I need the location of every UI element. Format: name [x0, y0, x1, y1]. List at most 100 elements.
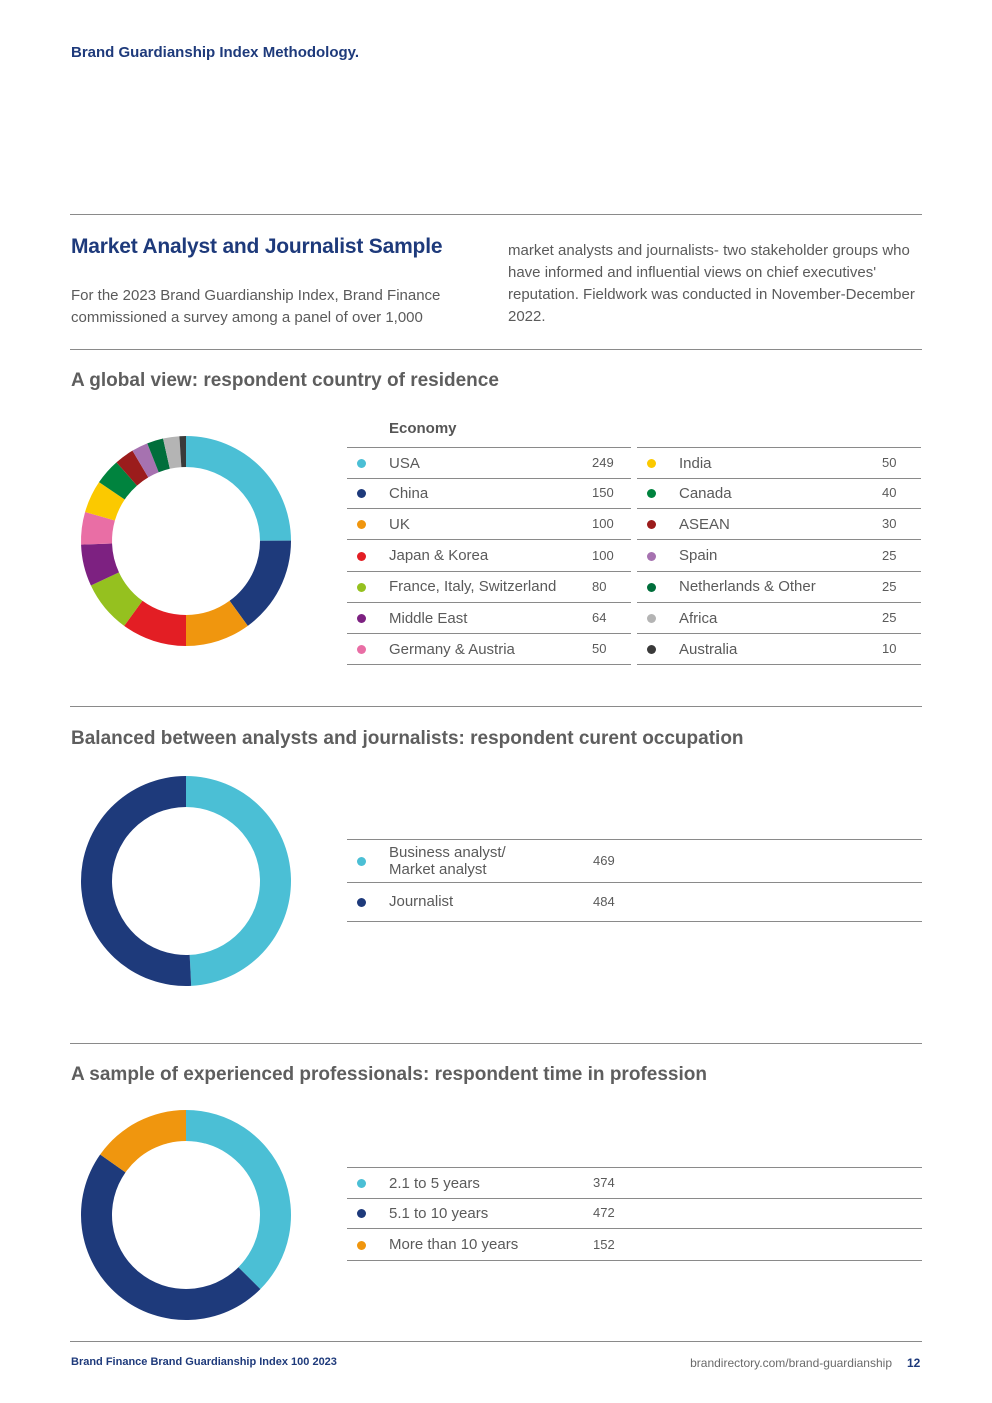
row-label: Middle East: [389, 609, 468, 627]
slice-5-1-to-10-years: [80, 1154, 261, 1320]
table-row: Canada 40: [637, 478, 921, 510]
row-value: 40: [882, 485, 897, 501]
footer-publication: Brand Finance Brand Guardianship Index 1…: [71, 1356, 337, 1368]
legend-dot: [357, 489, 366, 499]
legend-dot: [357, 614, 366, 623]
slice-asean: [116, 450, 149, 486]
divider: [70, 1043, 922, 1044]
slice-uk: [186, 600, 248, 646]
table-row: Journalist 484: [347, 882, 922, 922]
row-label: France, Italy, Switzerland: [389, 578, 557, 596]
row-value: 150: [592, 485, 614, 501]
legend-dot: [647, 459, 656, 468]
legend-dot: [357, 551, 366, 561]
slice-africa: [163, 436, 182, 469]
legend-dot: [357, 459, 366, 468]
donut-chart-occupation: [80, 776, 291, 986]
table-header-economy: Economy: [389, 420, 457, 437]
row-value: 484: [593, 893, 615, 909]
row-label: Germany & Austria: [389, 640, 515, 658]
table-row: Netherlands & Other 25: [637, 572, 921, 603]
row-value: 50: [592, 641, 607, 657]
divider: [70, 349, 922, 350]
slice-journalist: [80, 776, 192, 986]
chart-title-profession: A sample of experienced professionals: r…: [71, 1064, 707, 1085]
table-row: 2.1 to 5 years 374: [347, 1167, 922, 1199]
row-value: 10: [882, 641, 897, 657]
row-label: UK: [389, 515, 410, 533]
slice-france-italy-switzerland: [90, 572, 143, 626]
legend-dot: [647, 582, 656, 592]
slice-middle-east: [81, 543, 119, 586]
intro-text-left: For the 2023 Brand Guardianship Index, B…: [71, 287, 441, 326]
legend-dot: [647, 645, 656, 655]
slice-business-analyst-market-analyst: [186, 776, 291, 986]
row-value: 25: [882, 578, 897, 594]
row-label: Netherlands & Other: [679, 578, 816, 596]
row-value: 30: [882, 516, 897, 532]
table-row: ASEAN 30: [637, 509, 921, 541]
table-row: France, Italy, Switzerland 80: [347, 572, 631, 603]
row-label: Canada: [679, 484, 732, 502]
legend-dot: [357, 645, 366, 655]
table-row: UK 100: [347, 509, 631, 541]
table-row: More than 10 years 152: [347, 1230, 922, 1261]
table-row: 5.1 to 10 years 472: [347, 1198, 922, 1230]
table-row: Germany & Austria 50: [347, 634, 631, 666]
slice-australia: [179, 436, 186, 468]
slice-china: [229, 540, 291, 626]
row-value: 100: [592, 516, 614, 532]
row-value: 25: [882, 610, 897, 625]
chart-title-country: A global view: respondent country of res…: [71, 370, 499, 391]
slice-canada: [99, 462, 137, 500]
legend-dot: [357, 1179, 366, 1188]
row-value: 249: [592, 455, 614, 470]
legend-dot: [357, 1240, 366, 1250]
intro-title: Market Analyst and Journalist Sample: [71, 235, 443, 258]
chart-title-occupation: Balanced between analysts and journalist…: [71, 728, 744, 749]
row-value: 152: [593, 1236, 615, 1252]
legend-dot: [357, 897, 366, 907]
row-label: Japan & Korea: [389, 547, 489, 565]
slice-japan-korea: [124, 600, 186, 646]
donut-chart-profession: [80, 1110, 291, 1320]
row-value: 64: [592, 610, 607, 625]
legend-dot: [647, 551, 656, 561]
row-value: 100: [592, 547, 614, 563]
table-row: Japan & Korea 100: [347, 541, 631, 572]
row-label: More than 10 years: [389, 1236, 519, 1254]
table-row: Spain 25: [637, 541, 921, 572]
slice-germany-austria: [81, 511, 115, 545]
slice-usa: [186, 436, 291, 541]
row-label: 5.1 to 10 years: [389, 1204, 489, 1222]
footer-url[interactable]: brandirectory.com/brand-guardianship: [690, 1356, 892, 1370]
table-row: India 50: [637, 447, 921, 479]
legend-dot: [357, 1209, 366, 1219]
row-label: Africa: [679, 609, 718, 627]
divider: [70, 214, 922, 215]
slice-spain: [132, 443, 159, 478]
legend-dot: [647, 520, 656, 530]
table-row: Africa 25: [637, 603, 921, 634]
row-label: Journalist: [389, 893, 454, 910]
table-row: Business analyst/Market analyst 469: [347, 839, 922, 883]
row-label: 2.1 to 5 years: [389, 1174, 480, 1192]
row-label: ASEAN: [679, 515, 730, 533]
slice-2-1-to-5-years: [186, 1110, 291, 1290]
row-label: India: [679, 454, 712, 472]
row-value: 25: [882, 547, 897, 563]
intro-text-right: market analysts and journalists- two sta…: [508, 242, 915, 325]
table-row: Australia 10: [637, 634, 921, 666]
slice-netherlands-other: [147, 438, 170, 473]
row-value: 80: [592, 578, 607, 594]
row-value: 50: [882, 455, 897, 470]
row-value: 469: [593, 853, 615, 868]
legend-dot: [357, 857, 366, 866]
legend-dot: [647, 614, 656, 623]
slice-india: [85, 482, 125, 521]
running-title: Brand Guardianship Index Methodology.: [71, 44, 360, 61]
slice-more-than-10-years: [100, 1110, 186, 1173]
table-row: Middle East 64: [347, 603, 631, 634]
row-label: Business analyst/Market analyst: [389, 844, 506, 878]
legend-dot: [357, 520, 366, 530]
